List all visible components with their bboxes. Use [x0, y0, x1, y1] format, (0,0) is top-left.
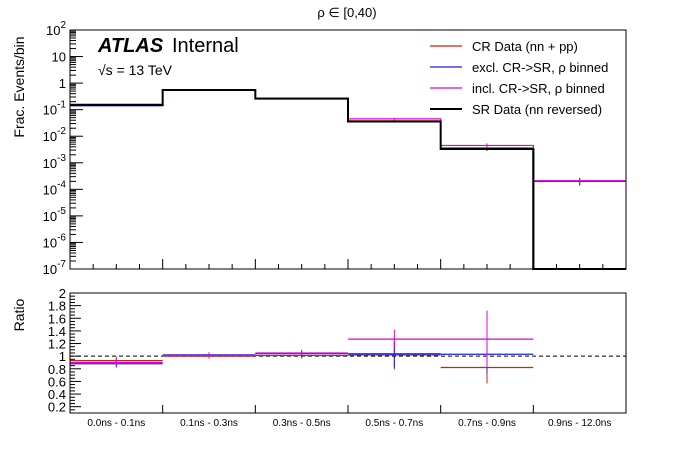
y-tick-exponent: -6	[57, 232, 66, 243]
y-tick-base: 10	[43, 235, 57, 250]
category-label: 0.0ns - 0.1ns	[87, 418, 145, 429]
svg-text:√s = 13 TeV: √s = 13 TeV	[98, 62, 173, 78]
ratio-tick-label: 1.2	[48, 337, 66, 352]
y-tick-exponent: -3	[57, 153, 66, 164]
energy-root: √s	[98, 62, 113, 78]
ratio-panel: 0.20.40.60.811.21.41.61.82 0.0ns - 0.1ns 0…	[48, 286, 627, 429]
chart-title: ρ ∈ [0,40)	[317, 5, 376, 20]
ratio-tick-label: 0.4	[48, 387, 66, 402]
ratio-tick-label: 2	[59, 286, 66, 301]
y-tick-base: 1	[59, 76, 66, 91]
y-tick-exponent: -5	[57, 206, 66, 217]
ratio-tick-label: 1	[59, 349, 66, 364]
y-tick-base: 10	[43, 209, 57, 224]
atlas-internal: Internal	[172, 35, 239, 57]
series-3	[70, 89, 626, 270]
y-axis-label: Frac. Events/bin	[11, 36, 27, 137]
ratio-frame	[69, 292, 627, 414]
atlas-label: ATLAS Internal √s = 13 TeV	[97, 35, 239, 78]
ratio-tick-label: 0.2	[48, 400, 66, 415]
legend-label: incl. CR->SR, ρ binned	[472, 81, 605, 96]
y-tick-base: 10	[46, 23, 60, 38]
y-tick-base: 10	[43, 182, 57, 197]
y-tick-exponent: 2	[60, 20, 66, 31]
energy-value: = 13 TeV	[113, 62, 173, 78]
y-tick-base: 10	[43, 156, 57, 171]
atlas-bold: ATLAS	[97, 35, 164, 57]
y-tick-base: 10	[43, 103, 57, 118]
y-tick-label: 10-3	[43, 153, 67, 171]
y-tick-exponent: -1	[57, 100, 66, 111]
y-tick-label: 10-7	[43, 259, 67, 277]
y-tick-label: 10-2	[43, 126, 67, 144]
ratio-series-0	[70, 337, 534, 384]
legend-label: SR Data (nn reversed)	[472, 102, 602, 117]
y-tick-label: 10-1	[43, 100, 67, 118]
y-tick-exponent: -4	[57, 179, 66, 190]
legend-label: CR Data (nn + pp)	[472, 39, 578, 54]
ratio-tick-label: 0.6	[48, 374, 66, 389]
y-tick-base: 10	[43, 129, 57, 144]
y-tick-label: 10	[52, 50, 66, 65]
ratio-tick-label: 1.8	[48, 299, 66, 314]
y-tick-exponent: -2	[57, 126, 66, 137]
y-tick-label: 10-4	[43, 179, 67, 197]
ratio-series-2	[70, 310, 534, 368]
y-tick-label: 10-5	[43, 206, 67, 224]
y-tick-label: 102	[46, 20, 66, 38]
category-label: 0.5ns - 0.7ns	[365, 418, 423, 429]
category-label: 0.3ns - 0.5ns	[273, 418, 331, 429]
category-label: 0.9ns - 12.0ns	[548, 418, 611, 429]
y-tick-label: 1	[59, 76, 66, 91]
ratio-axis-label: Ratio	[11, 298, 27, 331]
y-tick-base: 10	[43, 262, 57, 277]
y-tick-exponent: -7	[57, 259, 66, 270]
y-tick-base: 10	[52, 50, 66, 65]
legend-label: excl. CR->SR, ρ binned	[472, 60, 608, 75]
ratio-tick-label: 1.4	[48, 324, 66, 339]
ratio-tick-label: 0.8	[48, 362, 66, 377]
main-frame	[69, 29, 627, 270]
y-tick-label: 10-6	[43, 232, 67, 250]
category-label: 0.1ns - 0.3ns	[180, 418, 238, 429]
category-label: 0.7ns - 0.9ns	[458, 418, 516, 429]
legend: CR Data (nn + pp) excl. CR->SR, ρ binned i…	[430, 39, 608, 117]
ratio-tick-label: 1.6	[48, 311, 66, 326]
